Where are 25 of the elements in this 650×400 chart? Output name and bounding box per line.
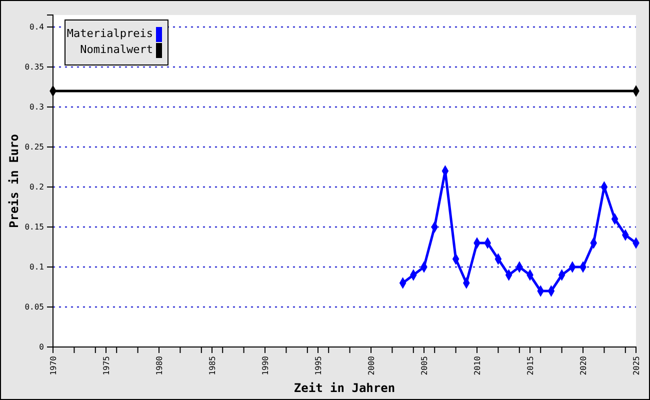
x-tick-label: 1970: [48, 356, 58, 376]
legend-label: Materialpreis: [66, 27, 153, 40]
x-tick-label: 2025: [632, 356, 641, 376]
x-tick-label: 1975: [102, 356, 111, 376]
y-tick-label: 0: [39, 342, 44, 352]
legend-label: Nominalwert: [80, 43, 153, 56]
y-tick-label: 0.15: [24, 222, 44, 232]
y-tick-label: 0.1: [30, 262, 44, 272]
y-tick-label: 0.3: [30, 102, 44, 112]
y-tick-label: 0.35: [24, 62, 44, 72]
x-tick-label: 2010: [472, 356, 482, 376]
x-tick-label: 2020: [578, 356, 588, 376]
y-axis-title: Preis in Euro: [7, 134, 21, 228]
y-tick-label: 0.2: [30, 182, 44, 192]
x-tick-label: 1980: [154, 356, 164, 376]
x-tick-label: 1990: [260, 356, 270, 376]
x-tick-label: 1995: [314, 356, 323, 376]
x-tick-label: 2015: [526, 356, 535, 376]
x-tick-label: 1985: [208, 356, 217, 376]
x-tick-label: 2005: [420, 356, 429, 376]
y-tick-label: 0.4: [30, 22, 44, 32]
x-tick-label: 2000: [366, 356, 376, 376]
y-tick-label: 0.05: [24, 302, 44, 312]
y-tick-label: 0.25: [24, 142, 44, 152]
x-axis-title: Zeit in Jahren: [294, 381, 396, 395]
